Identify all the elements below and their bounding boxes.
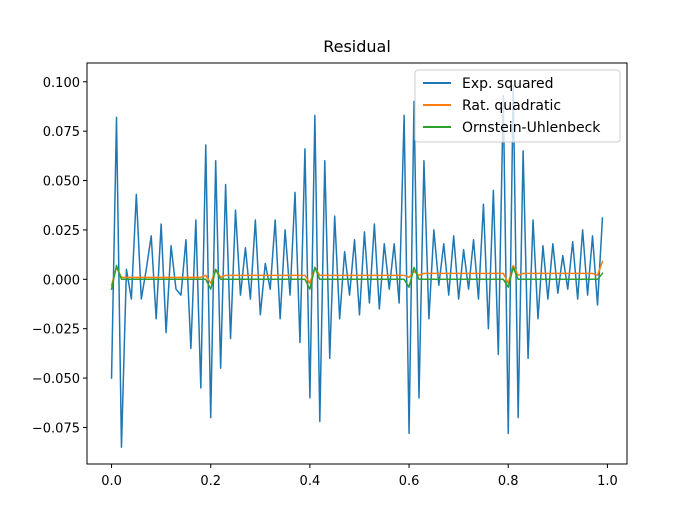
x-axis: 0.0 0.2 0.4 0.6 0.8 1.0 bbox=[101, 464, 618, 489]
legend-label: Exp. squared bbox=[462, 76, 554, 92]
x-tick-label: 1.0 bbox=[597, 474, 618, 489]
y-tick-label: 0.100 bbox=[43, 76, 80, 91]
y-tick-label: 0.075 bbox=[43, 125, 80, 140]
y-tick-label: −0.050 bbox=[32, 372, 80, 387]
y-axis: −0.075 −0.050 −0.025 0.000 0.025 0.050 0.075 0.… bbox=[32, 76, 87, 436]
x-tick-label: 0.8 bbox=[498, 474, 519, 489]
x-tick-label: 0.2 bbox=[200, 474, 221, 489]
chart-title: Residual bbox=[323, 37, 391, 56]
series-line-exp-squared bbox=[110, 84, 604, 448]
y-tick-label: −0.075 bbox=[32, 421, 80, 436]
series-line-ornstein-uhlenbeck bbox=[110, 264, 604, 291]
x-tick-label: 0.0 bbox=[101, 474, 122, 489]
legend-box bbox=[414, 69, 621, 143]
series-layer bbox=[110, 84, 604, 448]
y-tick-label: 0.050 bbox=[43, 175, 80, 190]
x-tick-label: 0.4 bbox=[300, 474, 321, 489]
y-tick-label: −0.025 bbox=[32, 323, 80, 338]
plot-frame bbox=[86, 62, 628, 465]
legend: Exp. squared Rat. quadratic Ornstein-Uhlen… bbox=[414, 69, 621, 143]
x-tick-label: 0.6 bbox=[399, 474, 420, 489]
legend-label: Rat. quadratic bbox=[462, 98, 561, 114]
y-tick-label: 0.000 bbox=[43, 273, 80, 288]
legend-label: Ornstein-Uhlenbeck bbox=[462, 120, 601, 136]
series-line-rat-quadratic bbox=[110, 260, 604, 287]
y-tick-label: 0.025 bbox=[43, 224, 80, 239]
